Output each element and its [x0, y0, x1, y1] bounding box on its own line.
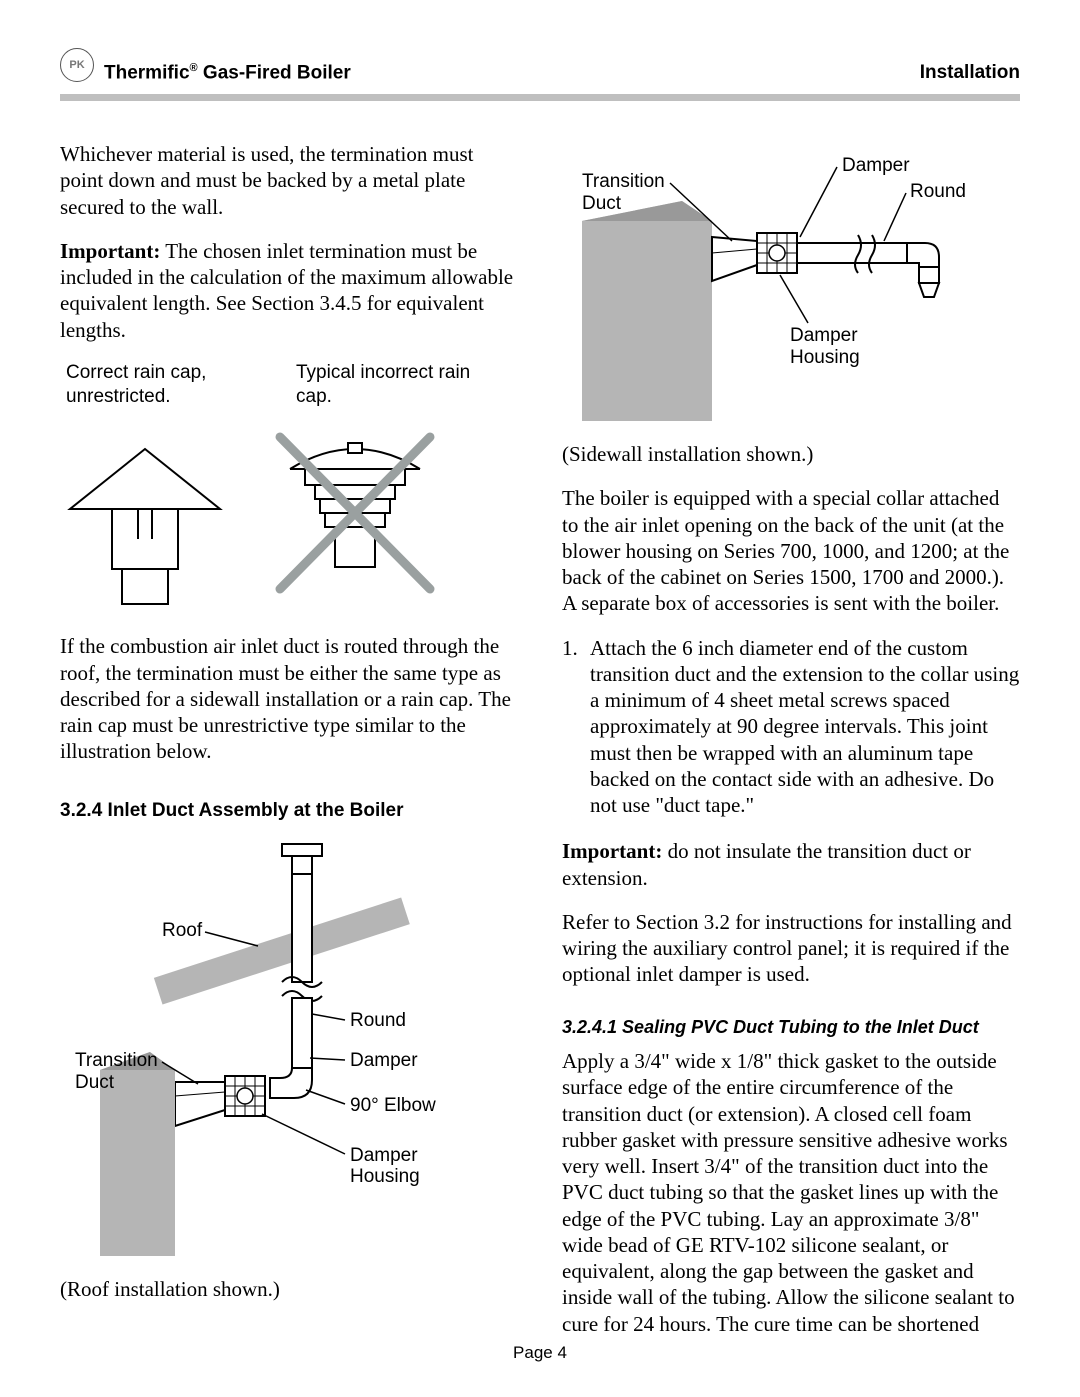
- s-lbl-damper: Damper: [842, 155, 910, 176]
- left-important: Important: The chosen inlet termination …: [60, 238, 518, 343]
- brand-text: Thermific® Gas-Fired Boiler: [104, 62, 351, 84]
- sidewall-install-svg: Transition Duct Damper Round Damper Hous…: [562, 141, 1012, 441]
- header-right: Installation: [920, 62, 1020, 84]
- right-li1: 1. Attach the 6 inch diameter end of the…: [562, 635, 1020, 819]
- raincap-figures: [60, 419, 518, 609]
- raincap-incorrect-svg: [260, 419, 450, 609]
- roof-install-svg: Roof Round Damper 90° Elbow Damper Housi…: [60, 836, 490, 1276]
- right-column: Transition Duct Damper Round Damper Hous…: [562, 141, 1020, 1355]
- content-columns: Whichever material is used, the terminat…: [60, 141, 1020, 1355]
- s-lbl-housing2: Housing: [790, 347, 860, 368]
- r-important-label: Important:: [562, 839, 662, 863]
- page-header: PK Thermific® Gas-Fired Boiler Installat…: [60, 48, 1020, 90]
- lbl-elbow: 90° Elbow: [350, 1095, 436, 1116]
- left-p3: If the combustion air inlet duct is rout…: [60, 633, 518, 764]
- li1-text: Attach the 6 inch diameter end of the cu…: [590, 635, 1020, 819]
- header-rule: [60, 94, 1020, 101]
- lbl-housing2: Housing: [350, 1166, 420, 1187]
- right-p1: The boiler is equipped with a special co…: [562, 485, 1020, 616]
- cap-correct: Correct rain cap, unrestricted.: [66, 361, 266, 410]
- lbl-round: Round: [350, 1010, 406, 1031]
- heading-324: 3.2.4 Inlet Duct Assembly at the Boiler: [60, 799, 518, 823]
- page-footer: Page 4: [0, 1343, 1080, 1363]
- heading-3241: 3.2.4.1 Sealing PVC Duct Tubing to the I…: [562, 1016, 1020, 1039]
- lbl-transition1: Transition: [75, 1050, 158, 1071]
- brand-post: Gas-Fired Boiler: [198, 62, 351, 83]
- lbl-housing1: Damper: [350, 1145, 418, 1166]
- raincap-captions: Correct rain cap, unrestricted. Typical …: [66, 361, 518, 410]
- brand-logo: PK: [60, 48, 94, 82]
- s-lbl-trans1: Transition: [582, 171, 665, 192]
- right-p2: Refer to Section 3.2 for instructions fo…: [562, 909, 1020, 988]
- s-lbl-housing1: Damper: [790, 325, 858, 346]
- raincap-correct-svg: [60, 439, 230, 609]
- s-lbl-trans2: Duct: [582, 193, 622, 214]
- brand-pre: Thermific: [104, 62, 190, 83]
- left-column: Whichever material is used, the terminat…: [60, 141, 518, 1355]
- s-lbl-round: Round: [910, 181, 966, 202]
- right-important: Important: do not insulate the transitio…: [562, 838, 1020, 891]
- left-p1: Whichever material is used, the terminat…: [60, 141, 518, 220]
- roof-caption: (Roof installation shown.): [60, 1276, 518, 1302]
- lbl-damper: Damper: [350, 1050, 418, 1071]
- cap-incorrect: Typical incorrect rain cap.: [296, 361, 496, 410]
- lbl-roof: Roof: [162, 920, 203, 941]
- brand-reg: ®: [190, 62, 198, 74]
- li1-num: 1.: [562, 635, 590, 819]
- side-caption: (Sidewall installation shown.): [562, 441, 1020, 467]
- important-label: Important:: [60, 239, 160, 263]
- right-p3: Apply a 3/4" wide x 1/8" thick gasket to…: [562, 1048, 1020, 1337]
- lbl-transition2: Duct: [75, 1072, 115, 1093]
